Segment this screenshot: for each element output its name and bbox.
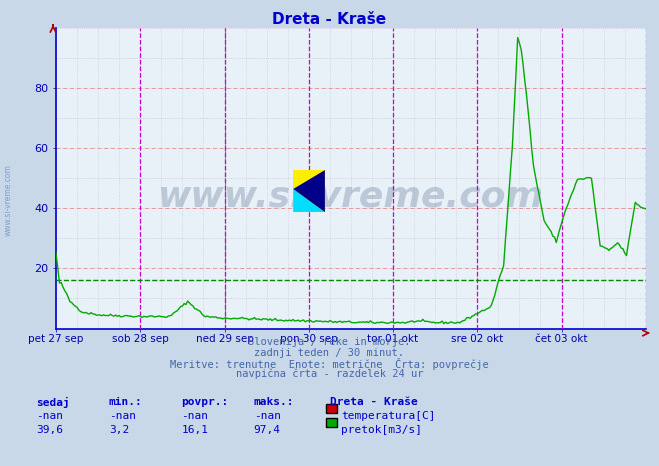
Text: zadnji teden / 30 minut.: zadnji teden / 30 minut. (254, 348, 405, 357)
Text: 16,1: 16,1 (181, 425, 208, 435)
Text: navpična črta - razdelek 24 ur: navpična črta - razdelek 24 ur (236, 368, 423, 379)
Text: 39,6: 39,6 (36, 425, 63, 435)
Polygon shape (293, 189, 325, 212)
Text: maks.:: maks.: (254, 397, 294, 407)
Text: Slovenija / reke in morje.: Slovenija / reke in morje. (248, 337, 411, 347)
Text: Dreta - Kraše: Dreta - Kraše (330, 397, 417, 407)
Text: -nan: -nan (109, 411, 136, 421)
Polygon shape (293, 170, 325, 212)
Text: Dreta - Kraše: Dreta - Kraše (272, 12, 387, 27)
Text: www.si-vreme.com: www.si-vreme.com (4, 164, 13, 236)
Text: sedaj: sedaj (36, 397, 70, 408)
Text: -nan: -nan (36, 411, 63, 421)
Text: www.si-vreme.com: www.si-vreme.com (158, 179, 544, 213)
Text: -nan: -nan (181, 411, 208, 421)
Text: min.:: min.: (109, 397, 142, 407)
Text: povpr.:: povpr.: (181, 397, 229, 407)
Text: temperatura[C]: temperatura[C] (341, 411, 436, 421)
Text: 97,4: 97,4 (254, 425, 281, 435)
Text: -nan: -nan (254, 411, 281, 421)
Text: pretok[m3/s]: pretok[m3/s] (341, 425, 422, 435)
Text: 3,2: 3,2 (109, 425, 129, 435)
Text: Meritve: trenutne  Enote: metrične  Črta: povprečje: Meritve: trenutne Enote: metrične Črta: … (170, 358, 489, 370)
